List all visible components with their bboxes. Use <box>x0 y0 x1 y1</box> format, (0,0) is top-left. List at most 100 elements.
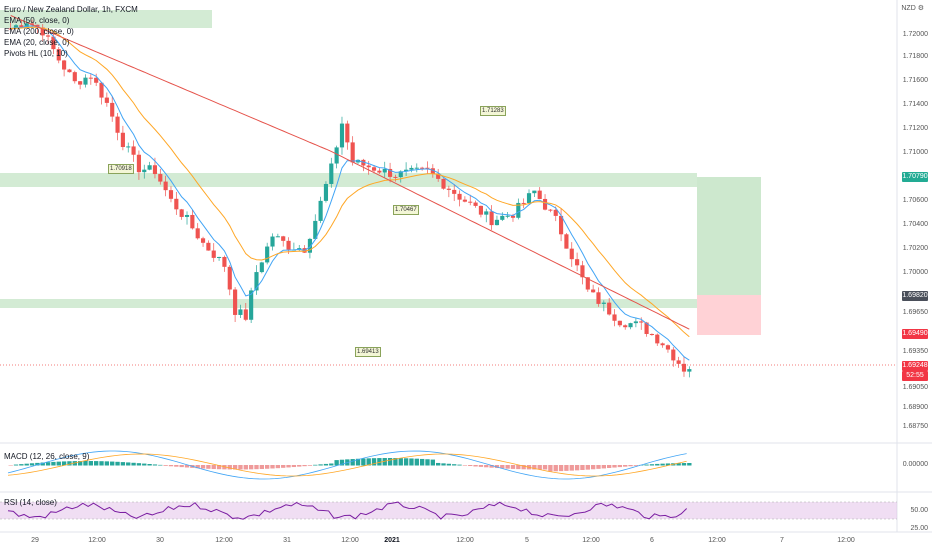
macd-histogram-bar <box>681 463 687 466</box>
macd-histogram-bar <box>115 461 120 466</box>
macd-histogram-bar <box>94 461 99 466</box>
macd-histogram-bar <box>297 465 302 467</box>
time-tick: 6 <box>650 537 654 544</box>
price-tick: 1.68900 <box>902 404 928 411</box>
candle-body <box>152 165 158 175</box>
candle-body <box>388 168 393 177</box>
macd-histogram-bar <box>419 458 425 466</box>
macd-histogram-bar <box>13 464 19 466</box>
candle-body <box>254 272 259 291</box>
candle-body <box>681 363 687 372</box>
candle-body <box>628 323 633 328</box>
candle-body <box>259 262 264 273</box>
candle-body <box>233 289 238 315</box>
macd-histogram-bar <box>569 465 574 471</box>
candle-body <box>548 209 553 211</box>
macd-histogram-bar <box>601 465 606 469</box>
candle-body <box>446 188 451 190</box>
macd-histogram-bar <box>126 462 131 466</box>
candle-body <box>270 236 275 247</box>
candle-body <box>436 173 441 179</box>
macd-histogram-bar <box>313 464 318 466</box>
macd-histogram-bar <box>350 459 355 466</box>
legend-indicator-pivots[interactable]: Pivots HL (10, 10) <box>4 49 68 58</box>
candle-body <box>633 321 638 324</box>
candle-body <box>687 369 692 372</box>
candle-body <box>420 167 425 169</box>
candle-body <box>281 236 286 241</box>
macd-histogram-bar <box>409 458 414 466</box>
candle-body <box>521 202 526 204</box>
pivot-label: 1.69413 <box>355 347 381 357</box>
time-tick: 12:00 <box>837 537 855 544</box>
candle-body <box>393 176 398 178</box>
candle-body <box>195 228 200 239</box>
macd-histogram-bar <box>494 465 500 469</box>
price-tick: 1.71200 <box>902 125 928 132</box>
candle-body <box>457 193 462 200</box>
candle-body <box>607 302 612 315</box>
candle-body <box>569 248 574 260</box>
candle-body <box>318 200 323 221</box>
candle-body <box>553 209 558 216</box>
candle-body <box>190 214 195 229</box>
ema200-line <box>10 15 690 330</box>
candle-body <box>612 314 617 321</box>
macd-histogram-bar <box>24 463 29 466</box>
time-tick: 5 <box>525 537 529 544</box>
macd-histogram-bar <box>393 458 398 466</box>
legend-indicator-ema20[interactable]: EMA (20, close, 0) <box>4 38 70 47</box>
last-price-badge: 1.69248 <box>902 361 928 371</box>
candle-body <box>227 266 232 290</box>
macd-histogram-bar <box>398 458 403 466</box>
candle-body <box>307 238 312 253</box>
macd-histogram-bar <box>564 465 569 471</box>
candle-body <box>526 193 532 203</box>
macd-histogram-bar <box>521 465 526 470</box>
macd-histogram-bar <box>254 465 259 470</box>
price-tick: 1.69650 <box>902 309 928 316</box>
candle-body <box>639 321 644 323</box>
candle-body <box>238 309 243 315</box>
legend-indicator-ema200[interactable]: EMA (200, close, 0) <box>4 27 74 36</box>
macd-histogram-bar <box>430 459 435 466</box>
macd-histogram-bar <box>617 465 623 468</box>
candle-body <box>478 205 483 215</box>
candle-body <box>13 25 19 29</box>
candle-body <box>655 334 660 344</box>
candle-body <box>286 240 291 250</box>
price-tick: 1.68750 <box>902 423 928 430</box>
countdown-badge: 52:55 <box>902 371 928 381</box>
sr-zone-top <box>0 10 212 28</box>
candle-body <box>473 202 478 206</box>
macd-label[interactable]: MACD (12, 26, close, 9) <box>4 452 90 461</box>
rsi-label[interactable]: RSI (14, close) <box>4 498 57 507</box>
price-tick: 1.70600 <box>902 197 928 204</box>
macd-histogram-bar <box>649 464 655 466</box>
macd-histogram-bar <box>537 465 542 470</box>
legend-indicator-ema50[interactable]: EMA (50, close, 0) <box>4 16 70 25</box>
pivot-label: 1.70467 <box>393 205 419 215</box>
macd-histogram-bar <box>590 465 596 470</box>
currency-label: NZD ⚙ <box>901 5 924 12</box>
macd-histogram-bar <box>88 461 93 466</box>
candle-body <box>40 27 45 36</box>
candle-body <box>500 215 505 220</box>
candle-body <box>158 174 163 182</box>
candle-body <box>404 169 409 172</box>
candle-body <box>243 309 248 320</box>
macd-histogram-bar <box>152 464 158 466</box>
candle-body <box>46 35 51 37</box>
macd-histogram-bar <box>35 462 40 466</box>
candle-body <box>414 167 419 169</box>
macd-histogram-bar <box>61 461 67 466</box>
macd-histogram-bar <box>51 461 56 466</box>
macd-histogram-bar <box>174 465 179 467</box>
candle-body <box>249 290 254 320</box>
macd-histogram-bar <box>505 465 510 469</box>
macd-histogram-bar <box>291 465 297 468</box>
macd-histogram-bar <box>329 463 334 466</box>
macd-histogram-bar <box>580 465 585 471</box>
candle-body <box>489 211 494 226</box>
